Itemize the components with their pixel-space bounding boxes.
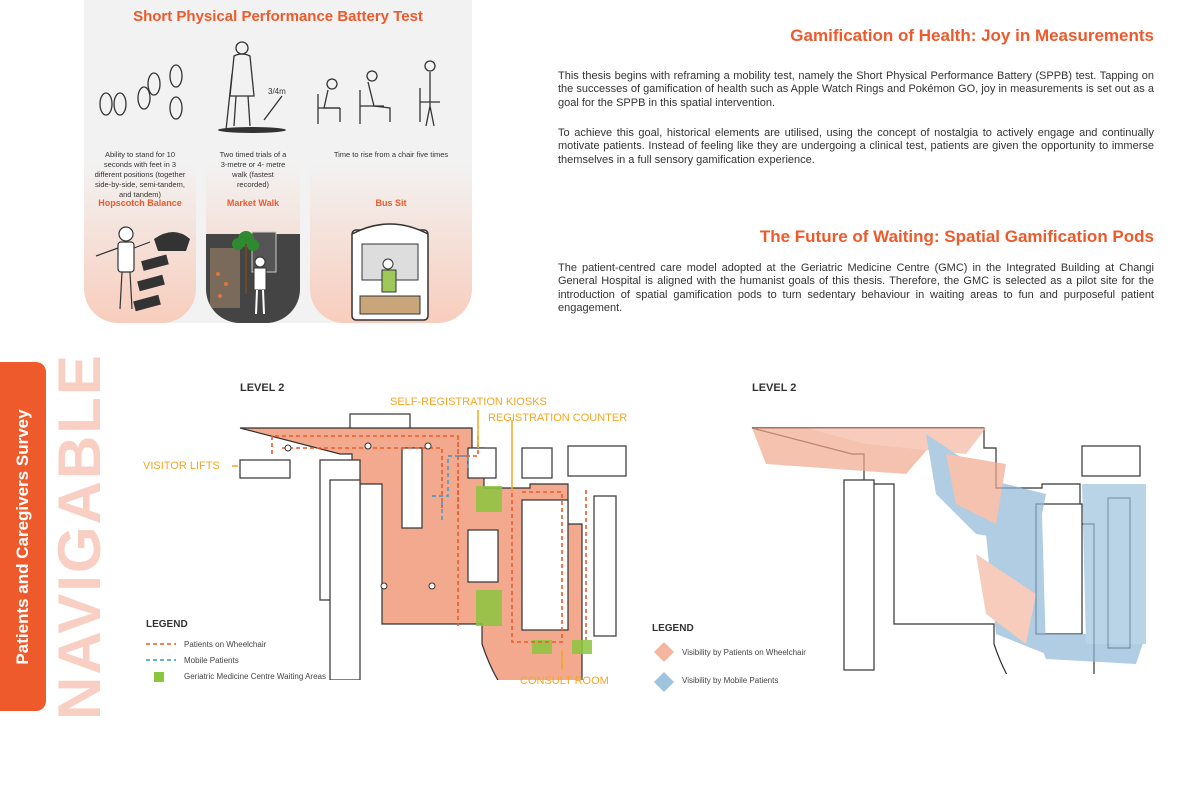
level-label-left: LEVEL 2 — [240, 382, 285, 394]
card-name: Market Walk — [226, 198, 280, 208]
legend-item-wheelchair: Patients on Wheelchair — [184, 640, 267, 649]
legend-item-waiting-areas: Geriatric Medicine Centre Waiting Areas — [184, 672, 326, 681]
section1-heading: Gamification of Health: Joy in Measureme… — [790, 26, 1154, 45]
label-self-registration-kiosks: SELF-REGISTRATION KIOSKS — [390, 396, 547, 408]
card-description: Time to rise from a chair five times — [333, 150, 449, 159]
card-bus-sit: Time to rise from a chair five times Bus… — [310, 34, 472, 323]
card-name: Hopscotch Balance — [98, 198, 182, 208]
footprints-illustration — [95, 64, 190, 312]
legend-title-right: LEGEND — [652, 623, 694, 634]
floorplan-right — [751, 427, 1146, 674]
legend-title-left: LEGEND — [146, 619, 188, 630]
section2-paragraph-1: The patient-centred care model adopted a… — [558, 262, 1154, 314]
label-registration-counter: REGISTRATION COUNTER — [488, 412, 628, 424]
card-hopscotch-balance: Ability to stand for 10 seconds with fee… — [84, 34, 196, 323]
sppb-panel: Short Physical Performance Battery Test — [84, 0, 472, 323]
legend-swatches-left — [146, 643, 176, 682]
section1-paragraph-1: This thesis begins with reframing a mobi… — [558, 70, 1154, 109]
legend-item-mobile: Mobile Patients — [184, 656, 239, 665]
legend-swatches-right — [654, 642, 674, 692]
level-label-right: LEVEL 2 — [752, 382, 797, 394]
legend-item-visibility-mobile: Visibility by Mobile Patients — [682, 676, 779, 685]
side-tab[interactable] — [0, 362, 46, 711]
section1-paragraph-2: To achieve this goal, historical element… — [558, 127, 1154, 166]
card-description: Two timed trials of a 3-metre or 4- metr… — [219, 150, 287, 189]
label-consult-room: CONSULT ROOM — [520, 675, 609, 687]
chair-rise-illustration — [317, 60, 440, 321]
distance-annotation: 3/4m — [268, 87, 286, 96]
legend-item-visibility-wheelchair: Visibility by Patients on Wheelchair — [682, 648, 806, 657]
section2-heading: The Future of Waiting: Spatial Gamificat… — [759, 227, 1154, 246]
label-visitor-lifts: VISITOR LIFTS — [143, 460, 220, 472]
card-description: Ability to stand for 10 seconds with fee… — [94, 150, 186, 199]
floorplan-left — [232, 410, 627, 680]
side-tab-label: Patients and Caregivers Survey — [13, 409, 32, 665]
card-name: Bus Sit — [375, 198, 407, 208]
navigable-watermark: NAVIGABLE — [46, 353, 113, 720]
sppb-title: Short Physical Performance Battery Test — [133, 8, 423, 25]
card-market-walk: 3/4m Two timed trials of a 3-metre or 4-… — [206, 34, 300, 323]
walking-figure-illustration: 3/4m — [206, 41, 300, 323]
